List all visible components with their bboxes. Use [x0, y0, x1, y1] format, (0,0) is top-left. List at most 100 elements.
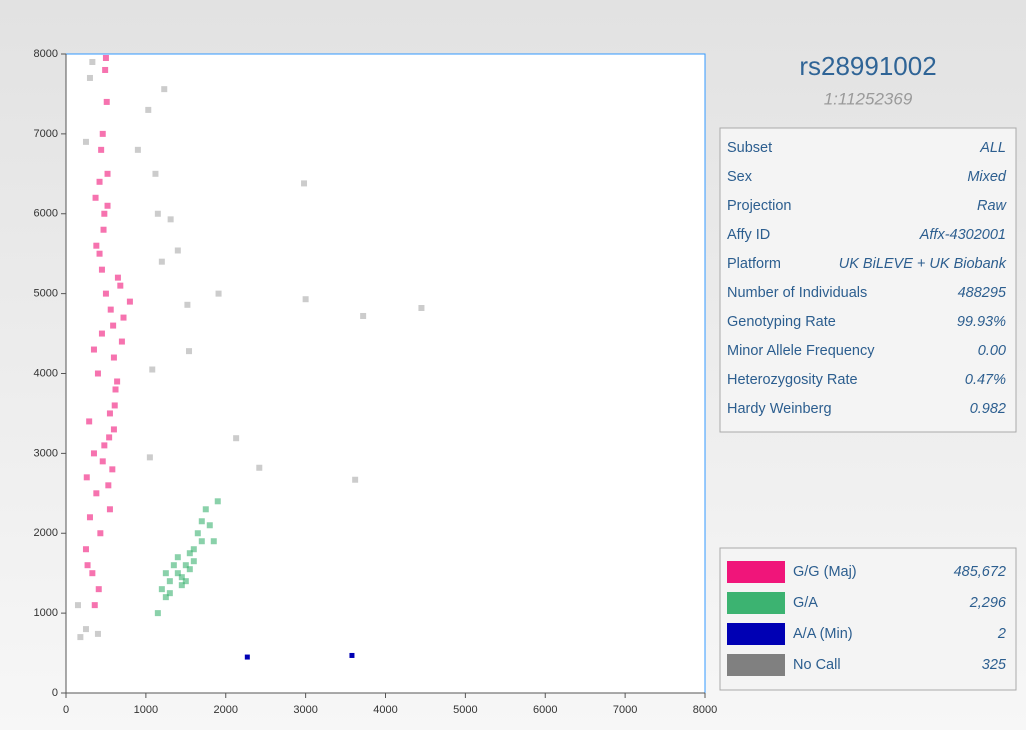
point: [92, 194, 99, 201]
point: [111, 402, 118, 409]
snp-title: rs28991002: [799, 51, 936, 81]
point: [145, 106, 152, 113]
y-tick-label: 3000: [34, 447, 58, 459]
legend-swatch: [727, 561, 785, 583]
point: [93, 242, 100, 249]
info-value: 99.93%: [957, 314, 1006, 330]
legend-name: No Call: [793, 657, 841, 673]
point: [97, 530, 104, 537]
point: [95, 586, 102, 593]
info-value: 0.982: [970, 401, 1006, 417]
info-key: Minor Allele Frequency: [727, 343, 875, 359]
point: [174, 247, 181, 254]
point: [166, 578, 173, 585]
legend-name: A/A (Min): [793, 626, 853, 642]
info-key: Affy ID: [727, 227, 770, 243]
point: [149, 366, 156, 373]
info-key: Platform: [727, 256, 781, 272]
point: [110, 354, 117, 361]
point: [114, 378, 121, 385]
legend-count: 325: [982, 657, 1007, 673]
y-tick-label: 4000: [34, 367, 58, 379]
point: [99, 458, 106, 465]
point: [134, 146, 141, 153]
info-panel: [719, 127, 1017, 433]
info-key: Genotyping Rate: [727, 314, 836, 330]
y-tick-label: 8000: [34, 48, 58, 60]
point: [198, 518, 205, 525]
point: [210, 538, 217, 545]
point: [101, 442, 108, 449]
point: [84, 562, 91, 569]
info-key: Hardy Weinberg: [727, 401, 832, 417]
info-value: Raw: [977, 198, 1008, 214]
point: [96, 178, 103, 185]
point: [170, 562, 177, 569]
point: [162, 570, 169, 577]
point: [158, 258, 165, 265]
point: [110, 426, 117, 433]
point: [152, 170, 159, 177]
point: [82, 138, 89, 145]
point: [102, 66, 109, 73]
point: [83, 474, 90, 481]
point: [106, 410, 113, 417]
point: [90, 346, 97, 353]
info-value: 0.00: [978, 343, 1006, 359]
point: [186, 566, 193, 573]
point: [233, 435, 240, 442]
info-value: UK BiLEVE + UK Biobank: [839, 256, 1007, 272]
info-value: Affx-4302001: [919, 227, 1006, 243]
point: [89, 570, 96, 577]
point: [86, 418, 93, 425]
point: [112, 386, 119, 393]
point: [98, 266, 105, 273]
point: [120, 314, 127, 321]
point: [98, 146, 105, 153]
point: [166, 590, 173, 597]
point: [94, 370, 101, 377]
point: [184, 301, 191, 308]
legend-name: G/A: [793, 595, 818, 611]
point: [301, 180, 308, 187]
point: [360, 312, 367, 319]
point: [167, 216, 174, 223]
point: [190, 558, 197, 565]
point: [99, 130, 106, 137]
point: [93, 490, 100, 497]
point: [109, 466, 116, 473]
point: [90, 450, 97, 457]
x-tick-label: 7000: [613, 704, 637, 716]
y-tick-label: 1000: [34, 607, 58, 619]
point: [117, 282, 124, 289]
legend-count: 2,296: [969, 595, 1007, 611]
point: [77, 634, 84, 641]
point: [91, 602, 98, 609]
point: [107, 306, 114, 313]
plot-area: [65, 53, 706, 694]
legend-swatch: [727, 623, 785, 645]
y-tick-label: 2000: [34, 527, 58, 539]
point: [349, 652, 355, 658]
snp-position: 1:11252369: [824, 89, 913, 108]
point: [82, 626, 89, 633]
info-value: ALL: [979, 140, 1006, 156]
x-tick-label: 3000: [293, 704, 317, 716]
point: [105, 482, 112, 489]
points: [74, 54, 425, 660]
point: [162, 594, 169, 601]
point: [94, 630, 101, 637]
point: [101, 210, 108, 217]
point: [110, 322, 117, 329]
point: [154, 210, 161, 217]
y-tick-label: 0: [52, 687, 58, 699]
point: [86, 514, 93, 521]
point: [206, 522, 213, 529]
point: [114, 274, 121, 281]
point: [186, 348, 193, 355]
point: [244, 654, 250, 660]
info-key: Sex: [727, 169, 753, 185]
info-value: Mixed: [967, 169, 1007, 185]
info-value: 488295: [958, 285, 1007, 301]
